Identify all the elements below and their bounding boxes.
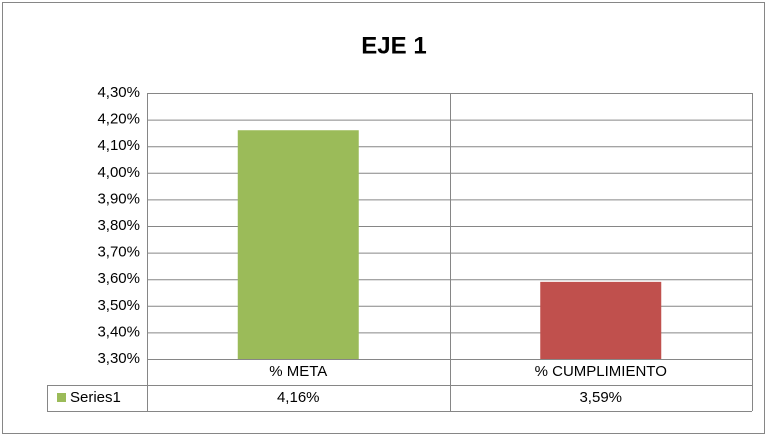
data-table-value: 4,16%	[277, 389, 320, 406]
y-tick-label: 4,10%	[97, 137, 140, 154]
bar	[540, 281, 662, 359]
y-tick-label: 3,30%	[97, 350, 140, 367]
legend-label: Series1	[70, 389, 121, 406]
y-tick-label: 3,60%	[97, 270, 140, 287]
y-tick-label: 4,00%	[97, 164, 140, 181]
y-tick-label: 4,20%	[97, 111, 140, 128]
legend-key	[57, 393, 66, 402]
data-table-value: 3,59%	[579, 389, 622, 406]
y-tick-label: 3,90%	[97, 190, 140, 207]
chart-title: EJE 1	[361, 32, 426, 59]
x-tick-label: % META	[269, 363, 327, 380]
bar	[237, 130, 359, 359]
y-tick-label: 3,40%	[97, 323, 140, 340]
y-tick-label: 4,30%	[97, 84, 140, 101]
y-tick-label: 3,50%	[97, 297, 140, 314]
x-tick-label: % CUMPLIMIENTO	[535, 363, 667, 380]
y-tick-label: 3,80%	[97, 217, 140, 234]
y-tick-label: 3,70%	[97, 244, 140, 261]
